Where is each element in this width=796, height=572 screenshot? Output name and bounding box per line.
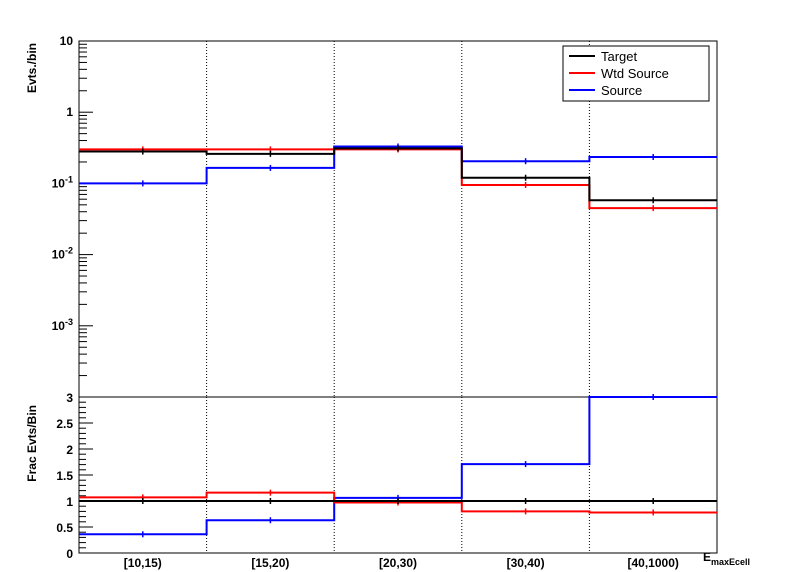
ratio-y-tick-label: 0.5	[56, 521, 73, 535]
main-y-tick-label: 10-2	[52, 246, 73, 262]
legend-label: Source	[601, 83, 642, 98]
x-tick-label: [10,15)	[124, 556, 162, 570]
main-y-tick-label: 1	[66, 105, 73, 119]
ratio-y-tick-label: 2.5	[56, 417, 73, 431]
legend-label: Wtd Source	[601, 66, 669, 81]
ratio-series-source	[79, 396, 717, 536]
main-y-tick-label: 10-1	[52, 174, 73, 190]
x-tick-label: [20,30)	[379, 556, 417, 570]
ratio-panel: 0 0.5 1 1.5 2 2.5 3 Frac Evts/Bin [10,15) [15,20)…	[25, 391, 750, 570]
ratio-y-axis-title: Frac Evts/Bin	[25, 405, 39, 482]
ratio-y-tick-label: 3	[66, 391, 73, 405]
ratio-y-tick-label: 1	[66, 495, 73, 509]
x-tick-label: [30,40)	[507, 556, 545, 570]
x-tick-label: [40,1000)	[628, 556, 679, 570]
main-y-axis-title: Evts./bin	[25, 43, 39, 93]
main-y-tick-label: 10-3	[52, 317, 73, 333]
ratio-plot-frame	[78, 396, 718, 554]
x-axis-title: EmaxEcell	[703, 550, 750, 567]
ratio-y-tick-label: 0	[66, 547, 73, 561]
legend: Target Wtd Source Source	[562, 45, 710, 102]
ratio-y-tick-label: 1.5	[56, 469, 73, 483]
ratio-y-tick-label: 2	[66, 443, 73, 457]
legend-label: Target	[601, 49, 638, 64]
main-y-tick-label: 10	[60, 34, 74, 48]
x-tick-label: [15,20)	[251, 556, 289, 570]
